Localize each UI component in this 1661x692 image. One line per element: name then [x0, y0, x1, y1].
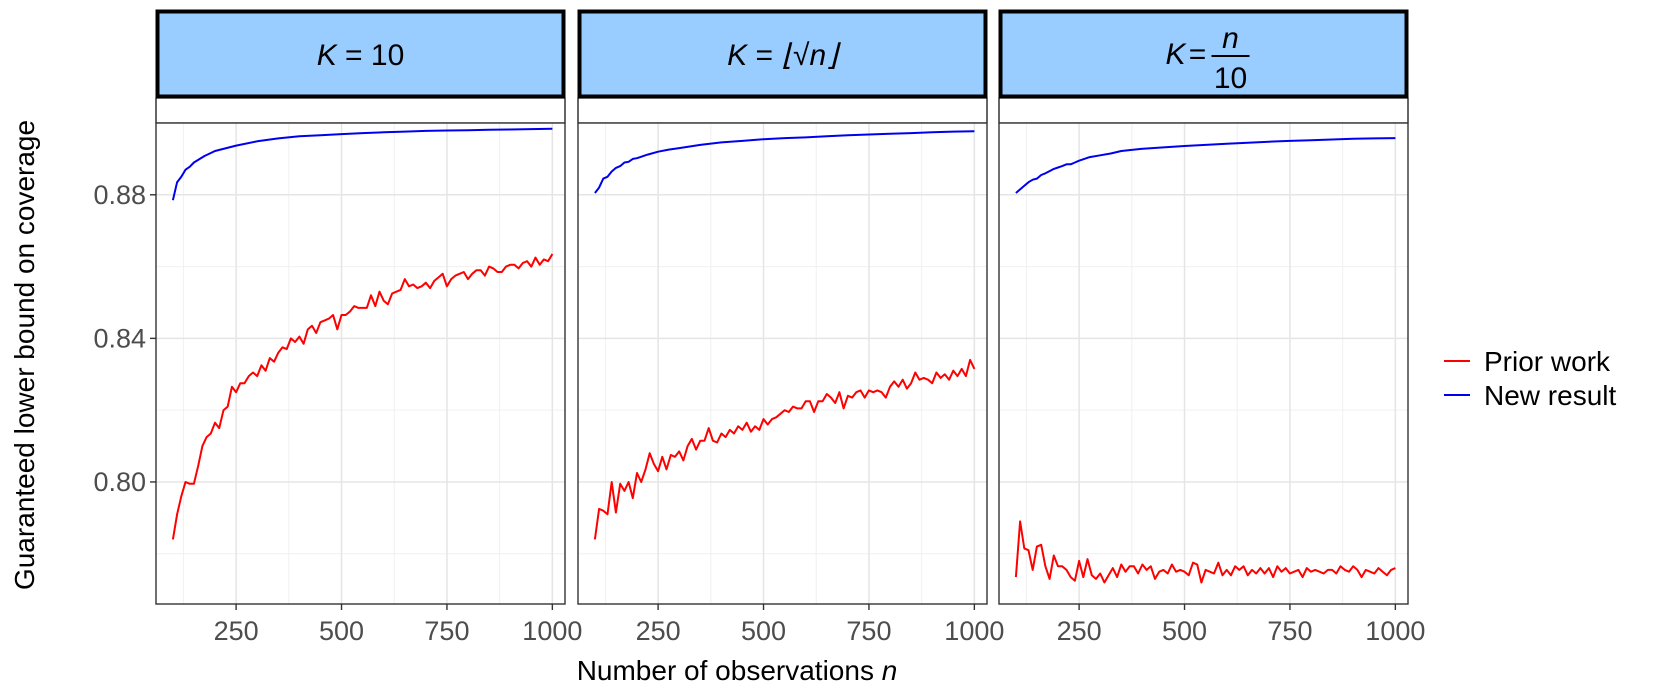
strip-background: [155, 9, 566, 99]
y-tick-label: 0.88: [93, 180, 146, 210]
x-tick-label: 500: [319, 616, 364, 646]
series-prior-work: [593, 358, 976, 540]
strip-gap-band: [998, 97, 1409, 124]
x-tick-label: 750: [1267, 616, 1312, 646]
panel-2: K = ⌊√n⌋ 250 500 750 1000: [577, 9, 1004, 646]
panel-3: K = n 10 250 500 750 1000: [998, 9, 1425, 646]
strip-label-equals: =: [1189, 38, 1207, 71]
y-axis-ticks: 0.80 0.84 0.88: [93, 180, 156, 497]
strip-background: [998, 9, 1409, 99]
panel-border: [577, 122, 988, 605]
x-tick-label: 1000: [944, 616, 1004, 646]
y-tick-label: 0.80: [93, 467, 146, 497]
x-tick-label: 1000: [1365, 616, 1425, 646]
panel-border: [998, 122, 1409, 605]
strip-label-rhs: ⌊√n⌋: [781, 39, 841, 72]
legend-label-1: Prior work: [1484, 346, 1611, 377]
strip-label-rhs: 10: [371, 39, 404, 72]
strip-label-equals: =: [747, 39, 781, 72]
legend-label-2: New result: [1484, 380, 1616, 411]
strip-background: [577, 9, 988, 99]
panel-background: [156, 123, 565, 604]
panel-background: [578, 123, 987, 604]
strip-gap-band: [155, 97, 566, 124]
strip-label: K = ⌊√n⌋: [727, 39, 841, 72]
x-tick-label: 1000: [522, 616, 582, 646]
strip-label-equals: =: [337, 39, 371, 72]
x-axis-title: Number of observations n: [577, 655, 898, 686]
panel-border: [155, 122, 566, 605]
strip-label-lhs: K: [1165, 38, 1187, 71]
panels-group: K = 10 250 500 750 1000 K = ⌊√n⌋ 250 500 750 1000…: [155, 9, 1425, 646]
panel-background: [999, 123, 1408, 604]
x-tick-label: 250: [1057, 616, 1102, 646]
strip-label-numerator: n: [1222, 22, 1239, 55]
x-tick-label: 750: [424, 616, 469, 646]
x-axis-title-var: n: [882, 655, 898, 686]
strip-gap-band: [577, 97, 988, 124]
panel-1: K = 10 250 500 750 1000: [155, 9, 582, 646]
series-new-result: [594, 130, 975, 194]
strip-label: K = 10: [317, 39, 405, 72]
y-axis-title: Guaranteed lower bound on coverage: [9, 120, 40, 590]
strip-label-denominator: 10: [1214, 62, 1247, 95]
strip-label-lhs: K: [317, 39, 339, 72]
y-tick-label: 0.84: [93, 323, 146, 353]
series-prior-work: [171, 253, 554, 540]
x-tick-label: 750: [846, 616, 891, 646]
x-tick-label: 500: [1162, 616, 1207, 646]
series-prior-work: [1014, 520, 1396, 584]
x-tick-label: 250: [214, 616, 259, 646]
x-tick-label: 250: [636, 616, 681, 646]
series-new-result: [171, 127, 553, 201]
series-new-result: [1015, 137, 1396, 194]
strip-label-lhs: K: [727, 39, 749, 72]
x-axis-title-space: [874, 655, 882, 686]
x-tick-label: 500: [741, 616, 786, 646]
x-axis-title-text: Number of observations: [577, 655, 874, 686]
